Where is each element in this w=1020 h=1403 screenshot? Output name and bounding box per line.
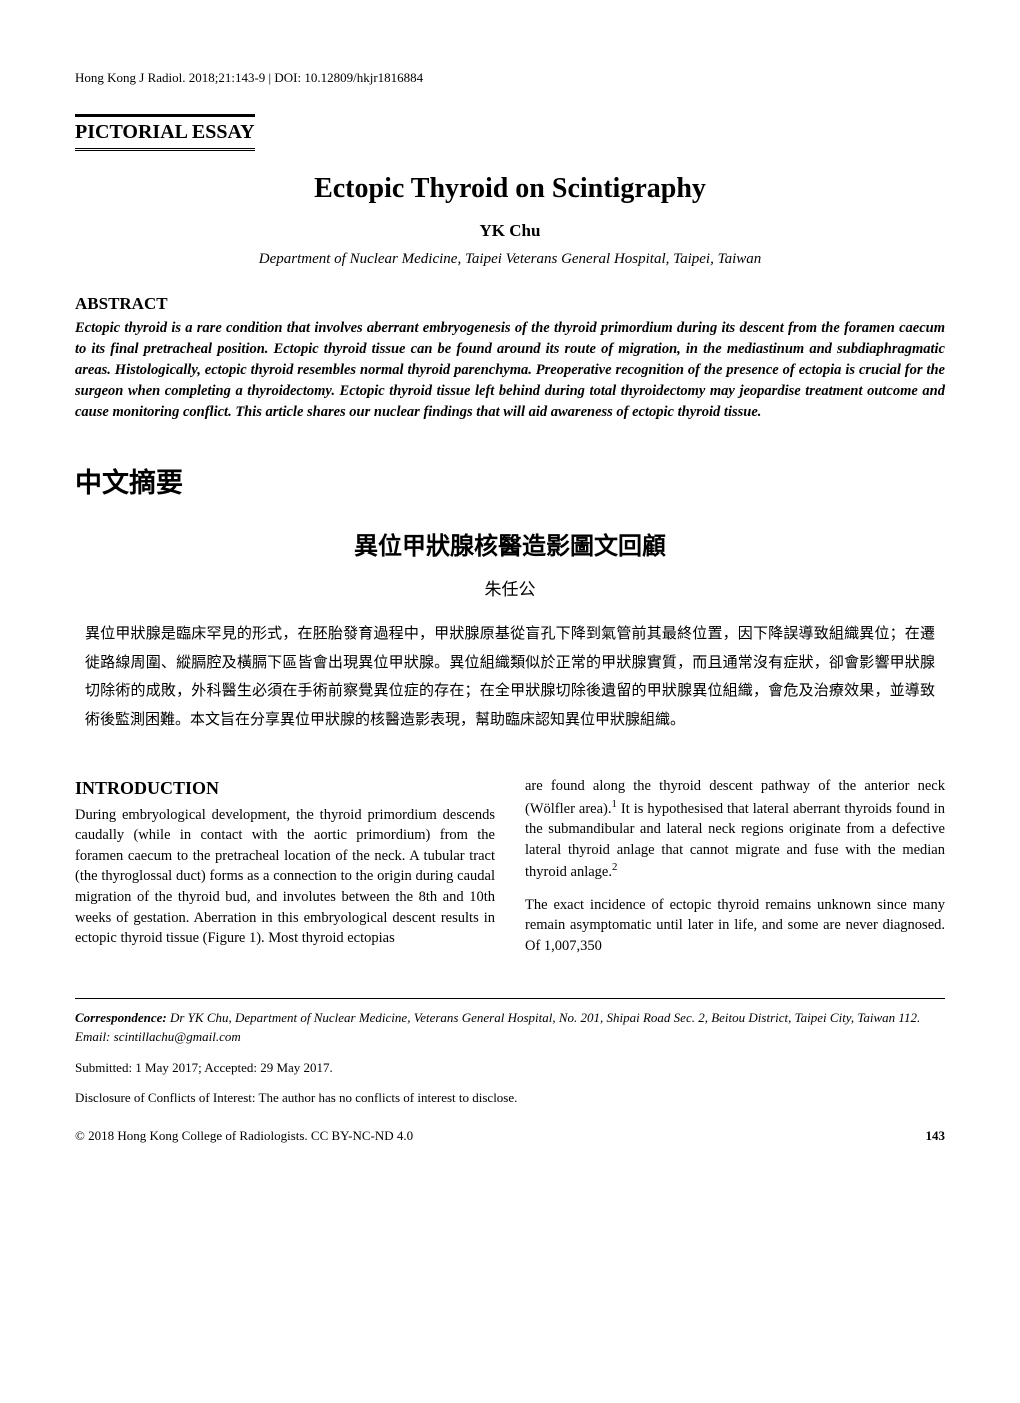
correspondence-label: Correspondence: — [75, 1010, 170, 1025]
introduction-heading: INTRODUCTION — [75, 776, 495, 802]
intro-paragraph-1: During embryological development, the th… — [75, 805, 495, 949]
journal-reference: Hong Kong J Radiol. 2018;21:143-9 | DOI:… — [75, 70, 945, 86]
citation-2: 2 — [612, 861, 617, 873]
page-footer: © 2018 Hong Kong College of Radiologists… — [75, 1128, 945, 1144]
intro-paragraph-3: The exact incidence of ectopic thyroid r… — [525, 895, 945, 957]
column-right: are found along the thyroid descent path… — [525, 776, 945, 968]
intro-paragraph-2: are found along the thyroid descent path… — [525, 776, 945, 883]
abstract-heading: ABSTRACT — [75, 294, 945, 314]
correspondence-email: Email: scintillachu@gmail.com — [75, 1029, 241, 1044]
correspondence-block: Correspondence: Dr YK Chu, Department of… — [75, 1009, 945, 1045]
author-name: YK Chu — [75, 221, 945, 241]
chinese-abstract-body: 異位甲狀腺是臨床罕見的形式，在胚胎發育過程中，甲狀腺原基從盲孔下降到氣管前其最終… — [75, 620, 945, 734]
column-left: INTRODUCTION During embryological develo… — [75, 776, 495, 968]
page-number: 143 — [926, 1128, 946, 1144]
abstract-body: Ectopic thyroid is a rare condition that… — [75, 318, 945, 423]
chinese-title: 異位甲狀腺核醫造影圖文回顧 — [75, 526, 945, 561]
author-affiliation: Department of Nuclear Medicine, Taipei V… — [75, 251, 945, 268]
divider-line — [75, 998, 945, 999]
introduction-columns: INTRODUCTION During embryological develo… — [75, 776, 945, 968]
section-type-label: PICTORIAL ESSAY — [75, 114, 255, 151]
submission-dates: Submitted: 1 May 2017; Accepted: 29 May … — [75, 1060, 945, 1076]
chinese-author: 朱任公 — [75, 575, 945, 600]
copyright-text: © 2018 Hong Kong College of Radiologists… — [75, 1128, 413, 1144]
article-title: Ectopic Thyroid on Scintigraphy — [75, 173, 945, 205]
correspondence-text: Dr YK Chu, Department of Nuclear Medicin… — [170, 1010, 920, 1025]
disclosure-statement: Disclosure of Conflicts of Interest: The… — [75, 1090, 945, 1106]
chinese-summary-heading: 中文摘要 — [75, 461, 945, 500]
